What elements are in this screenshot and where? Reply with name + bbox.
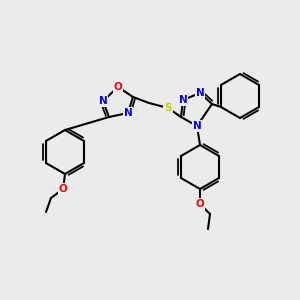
Text: N: N (124, 108, 132, 118)
Text: N: N (178, 95, 188, 105)
Text: S: S (164, 103, 172, 113)
Text: O: O (58, 184, 68, 194)
Text: N: N (196, 88, 204, 98)
Text: N: N (193, 121, 201, 131)
Text: N: N (99, 96, 107, 106)
Text: O: O (196, 199, 204, 209)
Text: O: O (114, 82, 122, 92)
